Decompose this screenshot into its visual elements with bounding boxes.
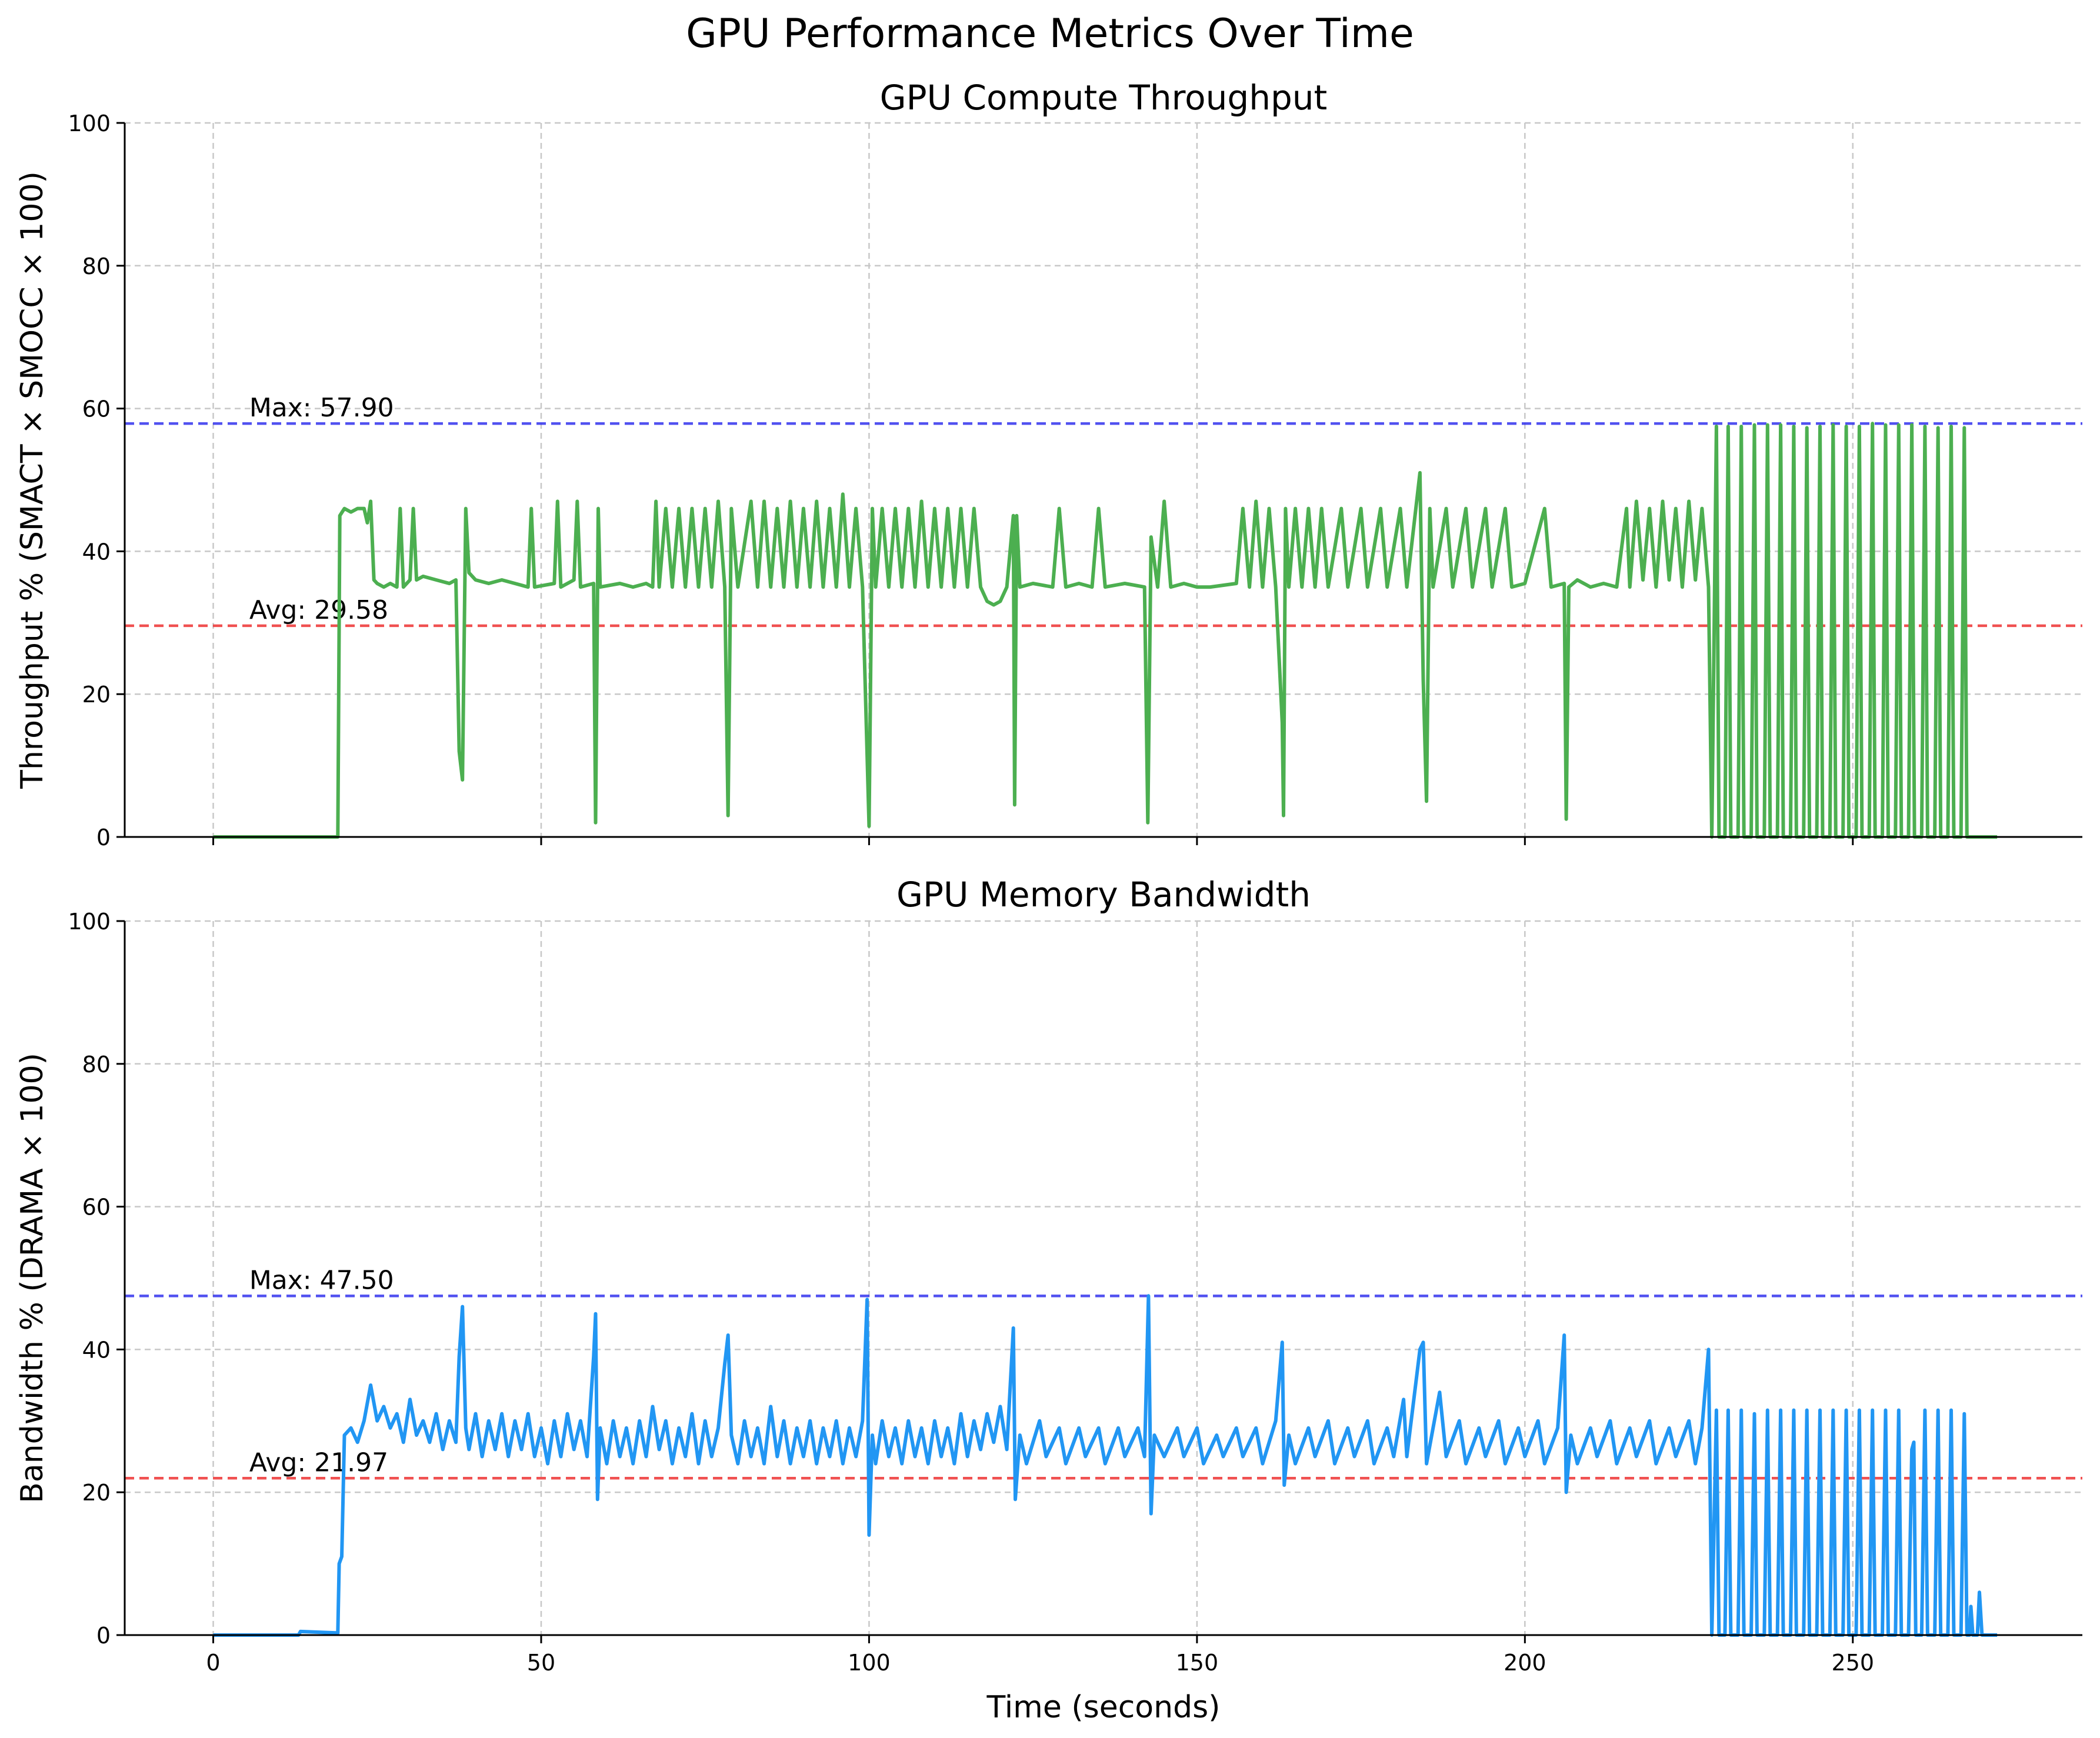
x-tick-label: 250 — [1832, 1650, 1875, 1676]
figure-title: GPU Performance Metrics Over Time — [686, 11, 1414, 57]
y-tick-label: 40 — [82, 1337, 111, 1363]
y-tick-label: 60 — [82, 1195, 111, 1220]
y-tick-label: 80 — [82, 253, 111, 279]
y-tick-label: 100 — [68, 111, 111, 136]
y-tick-label: 60 — [82, 396, 111, 422]
x-tick-label: 200 — [1504, 1650, 1546, 1676]
y-tick-label: 80 — [82, 1052, 111, 1078]
y-tick-label: 20 — [82, 1480, 111, 1506]
x-tick-label: 150 — [1176, 1650, 1219, 1676]
y-tick-label: 0 — [96, 825, 111, 850]
y-tick-label: 20 — [82, 682, 111, 708]
x-tick-label: 0 — [206, 1650, 220, 1676]
y-tick-label: 100 — [68, 909, 111, 935]
x-axis-label: Time (seconds) — [986, 1690, 1221, 1725]
chart-panel-1: Max: 57.90 Avg: 29.58 0 20 40 60 80 100 GPU Comp… — [15, 78, 2082, 850]
series-line — [213, 422, 1998, 839]
x-tick-label: 50 — [527, 1650, 555, 1676]
x-tick-label: 100 — [848, 1650, 891, 1676]
y-tick-label: 0 — [96, 1623, 111, 1649]
reference-label: Max: 47.50 — [249, 1265, 394, 1295]
y-axis-label: Bandwidth % (DRAMA × 100) — [15, 1053, 50, 1503]
chart-title: GPU Memory Bandwidth — [896, 875, 1311, 915]
chart-panel-2: Max: 47.50 Avg: 21.97 0 20 40 60 80 100 0 50 100 15… — [15, 875, 2082, 1725]
y-axis-label: Throughput % (SMACT × SMOCC × 100) — [15, 171, 50, 789]
reference-label: Avg: 29.58 — [249, 595, 388, 625]
reference-label: Avg: 21.97 — [249, 1447, 388, 1477]
chart-title: GPU Compute Throughput — [880, 78, 1328, 118]
y-tick-label: 40 — [82, 539, 111, 565]
reference-label: Max: 57.90 — [249, 393, 394, 423]
